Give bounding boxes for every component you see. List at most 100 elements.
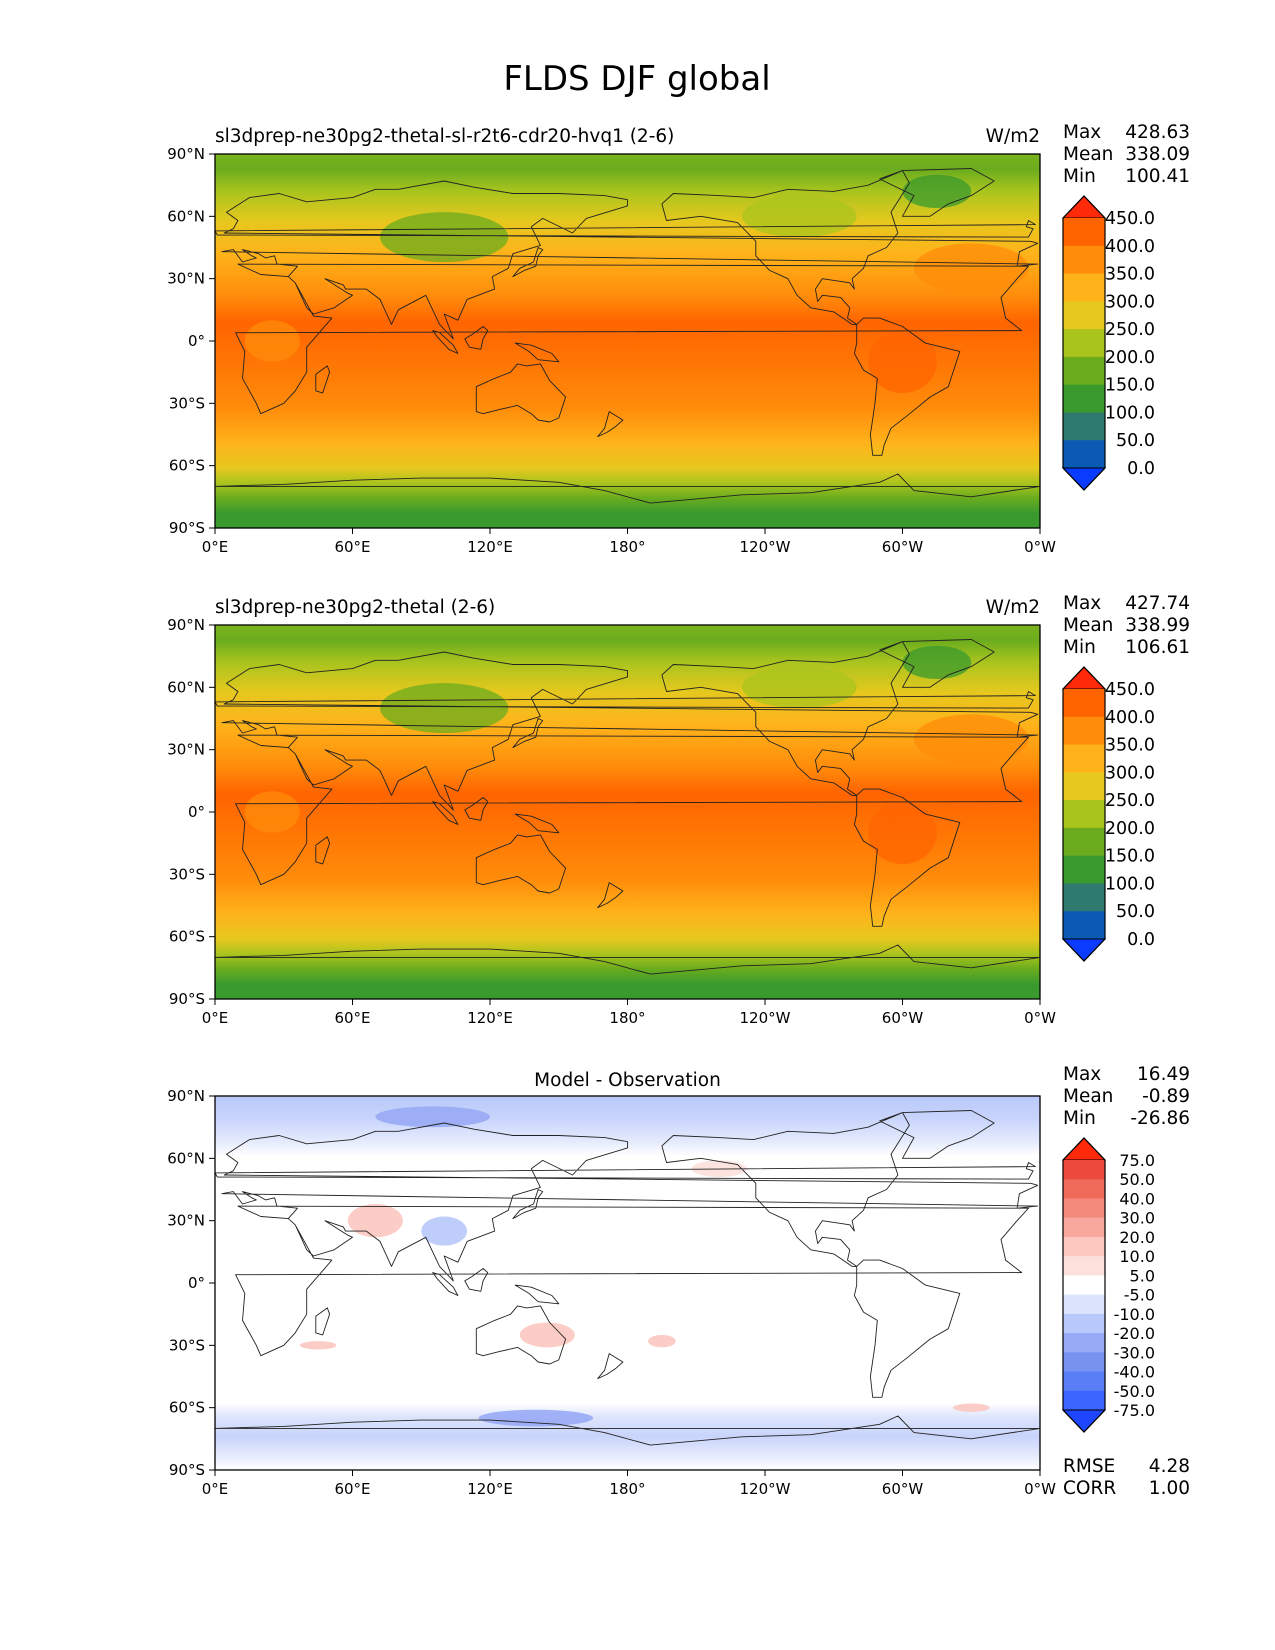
stat-value: 100.41 bbox=[1125, 166, 1190, 187]
stat-value: -26.86 bbox=[1130, 1108, 1190, 1129]
colorbar-segment bbox=[1063, 827, 1105, 857]
x-tick-label: 0°W bbox=[1024, 1009, 1056, 1027]
contour-region bbox=[952, 1403, 990, 1412]
colorbar-segment bbox=[1063, 1160, 1105, 1180]
colorbar-label: 50.0 bbox=[1116, 431, 1155, 451]
stat-label: Mean bbox=[1063, 1086, 1113, 1107]
stat-value: 427.74 bbox=[1125, 593, 1190, 614]
colorbar-segment bbox=[1063, 744, 1105, 773]
metric-label: CORR bbox=[1063, 1478, 1116, 1499]
colorbar-segment bbox=[1063, 911, 1105, 940]
colorbar-label: -20.0 bbox=[1114, 1324, 1155, 1343]
colorbar-label: -40.0 bbox=[1114, 1363, 1155, 1382]
contour-region bbox=[902, 645, 972, 680]
stat-label: Min bbox=[1063, 1108, 1096, 1129]
y-tick-label: 60°N bbox=[167, 207, 205, 225]
panel-model-2: sl3dprep-ne30pg2-thetal (2-6) W/m2 90°N 60°… bbox=[167, 593, 1190, 1027]
colorbar-label: 250.0 bbox=[1105, 320, 1155, 340]
panel-units: W/m2 bbox=[986, 126, 1040, 147]
colorbar-label: 100.0 bbox=[1105, 403, 1155, 423]
y-tick-label: 0° bbox=[188, 1274, 205, 1292]
colorbar-segment bbox=[1063, 1256, 1105, 1276]
colorbar-segment bbox=[1063, 412, 1105, 441]
x-tick-label: 120°E bbox=[467, 1480, 513, 1498]
stat-value: 338.09 bbox=[1125, 144, 1190, 165]
colorbar-label: 400.0 bbox=[1105, 237, 1155, 257]
colorbar-label: 75.0 bbox=[1119, 1151, 1155, 1170]
contour-region bbox=[421, 1216, 468, 1246]
colorbar-segment bbox=[1063, 1371, 1105, 1392]
x-tick-label: 180° bbox=[609, 1480, 645, 1498]
colorbar-segment bbox=[1063, 689, 1105, 718]
colorbar-label: -5.0 bbox=[1124, 1286, 1155, 1305]
panel-difference: Model - Observation 90°N 60°N 30°N 0° 30°S 60°… bbox=[167, 1064, 1190, 1499]
x-tick-label: 120°E bbox=[467, 538, 513, 556]
metric-value: 4.28 bbox=[1149, 1456, 1190, 1477]
colorbar-segment bbox=[1063, 218, 1105, 247]
colorbar-label: 350.0 bbox=[1105, 265, 1155, 285]
colorbar-segment bbox=[1063, 1198, 1105, 1219]
colorbar-label: 5.0 bbox=[1130, 1266, 1155, 1285]
panel-title: sl3dprep-ne30pg2-thetal-sl-r2t6-cdr20-hv… bbox=[215, 126, 674, 147]
colorbar-label: 50.0 bbox=[1119, 1170, 1155, 1189]
y-tick-label: 90°N bbox=[167, 145, 205, 163]
contour-region bbox=[244, 791, 300, 833]
contour-region bbox=[380, 212, 509, 263]
colorbar-segment bbox=[1063, 1294, 1105, 1315]
y-tick-label: 0° bbox=[188, 803, 205, 821]
colorbar-label: 150.0 bbox=[1105, 376, 1155, 396]
y-tick-label: 60°S bbox=[169, 1399, 205, 1417]
stat-label: Min bbox=[1063, 166, 1096, 187]
colorbar-outline bbox=[1062, 666, 1106, 962]
contour-region bbox=[244, 320, 300, 362]
colorbar-segment bbox=[1063, 356, 1105, 386]
contour-region bbox=[913, 714, 1029, 765]
x-tick-label: 60°W bbox=[882, 1480, 924, 1498]
stat-label: Max bbox=[1063, 122, 1101, 143]
y-tick-label: 30°N bbox=[167, 1212, 205, 1230]
colorbar-label: -30.0 bbox=[1114, 1343, 1155, 1362]
contour-region bbox=[742, 666, 857, 709]
colorbar-extend-min bbox=[1061, 1409, 1107, 1433]
metric-label: RMSE bbox=[1063, 1456, 1115, 1477]
coastline bbox=[214, 1110, 1041, 1446]
y-tick-label: 90°S bbox=[169, 1461, 205, 1479]
colorbar-label: 0.0 bbox=[1127, 459, 1155, 479]
contour-region bbox=[478, 1409, 594, 1427]
colorbar-segment bbox=[1063, 716, 1105, 746]
contour-region bbox=[868, 330, 937, 393]
colorbar-outline bbox=[1062, 1137, 1106, 1433]
colorbar-segment bbox=[1063, 1217, 1105, 1238]
x-tick-label: 60°W bbox=[882, 538, 924, 556]
colorbar-segment bbox=[1063, 1313, 1105, 1334]
metric-value: 1.00 bbox=[1149, 1478, 1190, 1499]
colorbar-segment bbox=[1063, 384, 1105, 413]
contour-region bbox=[380, 683, 509, 734]
stat-label: Max bbox=[1063, 593, 1101, 614]
colorbar-segment bbox=[1063, 1352, 1105, 1373]
colorbar-label: 30.0 bbox=[1119, 1209, 1155, 1228]
stat-value: 16.49 bbox=[1137, 1064, 1190, 1085]
contour-region bbox=[519, 1322, 575, 1348]
x-tick-label: 180° bbox=[609, 1009, 645, 1027]
stat-value: 106.61 bbox=[1125, 637, 1190, 658]
coastline bbox=[214, 168, 1041, 504]
x-tick-label: 180° bbox=[609, 538, 645, 556]
x-tick-label: 0°E bbox=[202, 1009, 229, 1027]
colorbar-segment bbox=[1063, 329, 1105, 358]
colorbar-segment bbox=[1063, 883, 1105, 912]
x-tick-label: 120°W bbox=[740, 538, 791, 556]
colorbar-label: 350.0 bbox=[1105, 736, 1155, 756]
x-tick-label: 0°W bbox=[1024, 1480, 1056, 1498]
colorbar-label: 10.0 bbox=[1119, 1247, 1155, 1266]
x-tick-label: 0°E bbox=[202, 1480, 229, 1498]
figure-title: FLDS DJF global bbox=[503, 59, 770, 99]
panel-model-1: sl3dprep-ne30pg2-thetal-sl-r2t6-cdr20-hv… bbox=[167, 122, 1190, 556]
colorbar-label: 100.0 bbox=[1105, 874, 1155, 894]
contour-region bbox=[868, 801, 937, 864]
y-tick-label: 60°N bbox=[167, 1149, 205, 1167]
x-tick-label: 60°E bbox=[334, 538, 370, 556]
colorbar-extend-max bbox=[1061, 666, 1107, 690]
y-tick-label: 30°S bbox=[169, 394, 205, 412]
